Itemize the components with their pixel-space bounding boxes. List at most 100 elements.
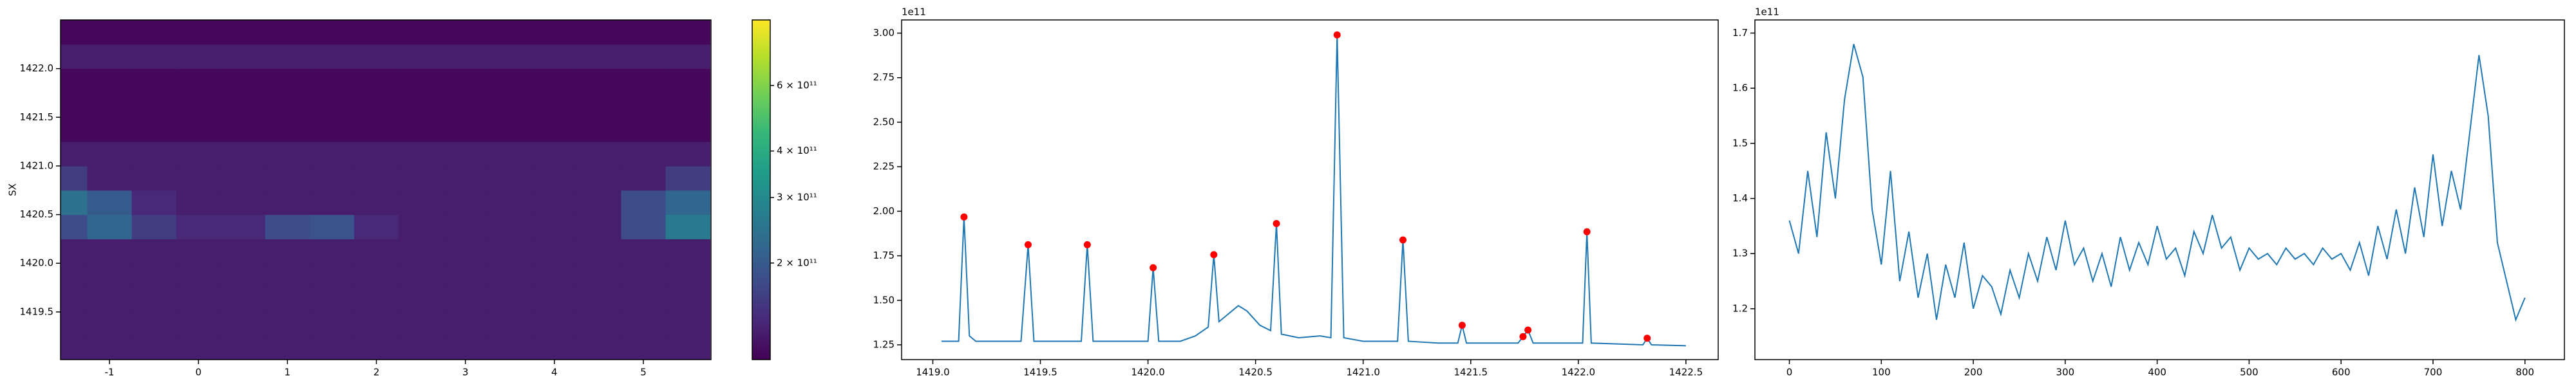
heatmap-cell [532,93,577,118]
heatmap-cell [532,288,577,313]
y-tick-label: 1421.5 [20,111,54,123]
heatmap-cell [309,288,355,313]
heatmap-cell [176,214,222,239]
heatmap-cell [265,117,310,142]
heatmap-cell [532,44,577,69]
heatmap-cell [265,190,310,216]
heatmap-cell [399,68,444,93]
heatmap-cell [665,93,711,118]
heatmap-cell [220,93,266,118]
heatmap-cell [61,190,88,216]
heatmap-cell [87,44,133,69]
heatmap-cell [576,263,621,288]
x-tick-label: 1420.5 [1238,367,1273,378]
heatmap-cell [665,263,711,288]
heatmap-cell [61,20,88,45]
heatmap-cell [309,142,355,167]
heatmap-cell [354,239,399,264]
y-tick-label: 1.4 [1732,192,1748,204]
heatmap-cell [87,263,133,288]
heatmap-cell [621,142,667,167]
colorbar-tick-label: 2 × 10¹¹ [777,257,817,268]
heatmap-cell [309,117,355,142]
heatmap-cell [61,239,88,264]
heatmap-cell [309,239,355,264]
y-tick-label: 1420.0 [20,257,54,269]
y-tick-label: 3.00 [873,27,895,39]
y-tick-label: 1419.5 [20,306,54,317]
x-tick-label: 1419.5 [1023,367,1057,378]
heatmap-cell [176,263,222,288]
heatmap-cell [576,142,621,167]
heatmap-cell [665,288,711,313]
heatmap-cell [576,190,621,216]
heatmap-cell [87,20,133,45]
y-tick-label: 1.3 [1732,248,1748,259]
y-tick-label: 2.50 [873,116,895,127]
y-tick-label: 1421.0 [20,160,54,171]
heatmap-cell [488,239,533,264]
heatmap-cell [354,190,399,216]
heatmap-cell [265,165,310,191]
heatmap-cell [61,165,88,191]
heatmap-cell [220,165,266,191]
heatmap-cell [176,68,222,93]
y-tick-label: 1.75 [873,250,895,261]
heatmap-cell [176,190,222,216]
heatmap-cell [354,288,399,313]
heatmap-cell [220,214,266,239]
heatmap-cell [488,311,533,337]
heatmap-cell [176,117,222,142]
heatmap-cell [131,190,177,216]
heatmap-cell [621,336,667,360]
heatmap-cell [265,288,310,313]
heatmap-cell [399,44,444,69]
heatmap-cell [61,142,88,167]
heatmap-cell [532,239,577,264]
y-tick-label: 2.75 [873,71,895,83]
heatmap-cell [131,263,177,288]
heatmap-cell [220,20,266,45]
y-tick-label: 1.7 [1732,27,1748,39]
peak-marker [1519,333,1527,340]
heatmap-cell [488,336,533,360]
heatmap-cell [309,214,355,239]
heatmap-cell [488,142,533,167]
heatmap-cell [131,20,177,45]
heatmap-cell [488,68,533,93]
heatmap-cell [87,165,133,191]
heatmap-cell [87,239,133,264]
heatmap-cell [665,214,711,239]
heatmap-cell [131,165,177,191]
peak-marker [1024,241,1032,248]
heatmap-cell [176,165,222,191]
heatmap-cell [488,44,533,69]
peak-marker [1458,322,1466,329]
peak-marker [1643,335,1651,342]
heatmap-cell [399,214,444,239]
y-tick-label: 1.50 [873,294,895,306]
heatmap-cell [532,142,577,167]
heatmap-cell [131,214,177,239]
heatmap-cell [488,263,533,288]
x-tick-label: 1 [285,367,291,378]
heatmap-cell [220,336,266,360]
heatmap-cell [176,239,222,264]
heatmap-cell [176,93,222,118]
y-axis-label: SX [7,183,19,196]
heatmap-cell [576,214,621,239]
heatmap-cell [176,44,222,69]
heatmap-cell [309,93,355,118]
heatmap-cell [621,68,667,93]
heatmap-cell [399,336,444,360]
heatmap-cell [87,93,133,118]
heatmap-cell [87,288,133,313]
heatmap-cell [354,117,399,142]
heatmap-cell [621,214,667,239]
heatmap-cell [354,165,399,191]
heatmap-cell [354,311,399,337]
x-tick-label: 5 [640,367,647,378]
heatmap-cell [576,117,621,142]
heatmap-cell [354,214,399,239]
